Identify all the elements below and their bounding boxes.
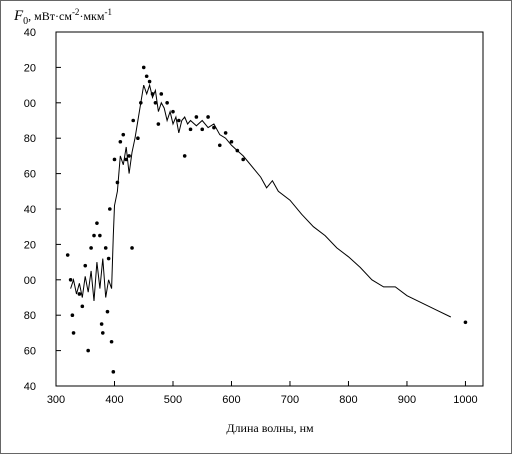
data-point: [182, 154, 187, 158]
data-point: [229, 139, 234, 144]
y-tick-label: 20: [24, 239, 36, 251]
data-point: [68, 278, 73, 282]
data-point: [99, 322, 104, 326]
y-tick-label: 20: [24, 62, 36, 74]
y-tick-label: 60: [24, 346, 36, 358]
data-point: [223, 131, 228, 135]
y-tick-label: 80: [24, 310, 36, 322]
data-point: [71, 331, 76, 335]
data-point: [159, 92, 164, 96]
y-tick-label: 60: [24, 169, 36, 181]
data-point: [124, 157, 128, 162]
data-point: [106, 256, 111, 261]
y-tick-label: 80: [24, 133, 36, 145]
data-point: [109, 339, 114, 344]
data-point: [112, 157, 117, 162]
data-point: [100, 331, 105, 335]
data-point: [165, 101, 169, 105]
data-point: [139, 101, 143, 105]
y-tick-label: 00: [24, 98, 36, 110]
data-point: [95, 221, 99, 225]
data-point: [463, 320, 468, 325]
y-axis-label: F0, мВт·см-2·мкм-1: [13, 7, 112, 27]
data-point: [136, 136, 140, 140]
x-tick-label: 1000: [453, 394, 477, 406]
data-point: [171, 109, 175, 114]
data-point: [121, 132, 126, 137]
data-point: [206, 115, 210, 119]
data-point: [80, 304, 85, 309]
data-point: [92, 233, 96, 238]
x-tick-label: 600: [222, 394, 240, 406]
data-point: [70, 313, 75, 318]
data-point: [147, 79, 152, 84]
data-point: [89, 246, 93, 250]
data-point: [77, 292, 82, 296]
data-point: [212, 125, 216, 130]
x-tick-label: 700: [281, 394, 299, 406]
spectrum-line: [70, 83, 452, 318]
data-point: [103, 246, 108, 250]
data-point: [127, 154, 131, 158]
y-tick-label: 40: [24, 27, 36, 39]
data-point: [144, 74, 149, 79]
data-point: [177, 118, 181, 123]
data-point: [118, 139, 123, 144]
x-tick-label: 800: [339, 394, 357, 406]
data-point: [188, 127, 193, 132]
y-tick-label: 40: [24, 381, 36, 393]
data-point: [217, 143, 222, 148]
x-tick-label: 300: [47, 394, 65, 406]
x-axis-label: Длина волны, нм: [226, 421, 314, 435]
data-point: [83, 263, 88, 268]
data-point: [98, 233, 102, 238]
data-point: [241, 157, 245, 162]
data-point: [108, 207, 112, 211]
data-point: [156, 122, 161, 126]
x-tick-label: 400: [105, 394, 123, 406]
y-tick-label: 00: [24, 275, 36, 287]
data-point: [130, 246, 134, 250]
data-point: [150, 92, 155, 96]
data-point: [105, 309, 110, 314]
x-tick-label: 900: [398, 394, 416, 406]
data-point: [153, 101, 158, 105]
data-point: [194, 115, 199, 119]
data-point: [111, 370, 116, 374]
data-point: [235, 148, 240, 153]
y-tick-label: 40: [24, 204, 36, 216]
data-point: [131, 118, 136, 123]
x-tick-label: 500: [164, 394, 182, 406]
data-point: [141, 65, 146, 70]
data-point: [86, 348, 90, 353]
data-point: [200, 127, 205, 132]
data-point: [115, 180, 120, 185]
data-point: [65, 253, 70, 257]
